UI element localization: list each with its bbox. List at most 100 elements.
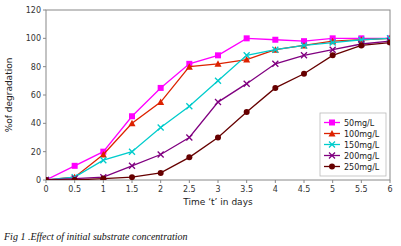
x-tick-label: 1: [101, 185, 106, 194]
x-tick: [390, 180, 391, 183]
series-line: [46, 38, 390, 180]
x-tick-label: 1.5: [126, 185, 139, 194]
x-tick: [304, 180, 305, 183]
data-point: [186, 135, 192, 141]
x-tick-label: 0: [43, 185, 48, 194]
legend-marker: [329, 142, 335, 148]
x-tick: [218, 180, 219, 183]
title: Fig 1 .Effect of initial substrate conce…: [3, 231, 188, 242]
data-point: [46, 177, 49, 180]
data-point: [129, 149, 135, 155]
x-tick-label: 2.5: [183, 185, 196, 194]
y-tick-label: 60: [31, 91, 41, 100]
legend-box: [320, 113, 386, 176]
x-tick-label: 5.5: [355, 185, 368, 194]
x-tick-label: 3.5: [240, 185, 253, 194]
data-point: [100, 157, 106, 163]
data-point: [244, 35, 250, 41]
data-point: [244, 109, 250, 115]
data-point: [301, 42, 307, 48]
x-tick-label: 5: [330, 185, 335, 194]
legend: 50mg/L 100mg/L 150mg/L 200mg/L 250mg/L: [320, 113, 386, 176]
data-point: [301, 71, 307, 77]
y-tick-label: 40: [31, 119, 41, 128]
data-point: [46, 177, 49, 180]
x-tick: [160, 180, 161, 183]
data-point: [215, 78, 221, 84]
data-point: [100, 151, 107, 158]
y-tick-label: 100: [26, 34, 41, 43]
data-point: [330, 40, 336, 46]
x-tick: [74, 180, 75, 183]
legend-marker: [329, 164, 335, 170]
x-tick: [189, 180, 190, 183]
legend-label: 200mg/L: [344, 152, 380, 161]
data-point: [158, 85, 164, 91]
data-point: [272, 61, 278, 67]
y-tick: [43, 66, 46, 67]
data-point: [186, 154, 192, 160]
data-point: [387, 40, 390, 46]
data-point: [301, 52, 307, 58]
x-tick: [103, 180, 104, 183]
y-tick-label: 20: [31, 148, 41, 157]
data-point: [215, 52, 221, 58]
data-point: [272, 37, 278, 43]
plot-frame: [46, 10, 390, 180]
x-tick: [361, 180, 362, 183]
data-point: [215, 60, 222, 67]
data-point: [215, 99, 221, 105]
y-tick-label: 0: [36, 176, 41, 185]
data-point: [215, 135, 221, 141]
data-point: [330, 52, 336, 58]
legend-label: 100mg/L: [344, 130, 380, 139]
data-point: [100, 176, 106, 180]
series-line: [46, 38, 390, 180]
data-point: [46, 177, 49, 180]
data-point: [72, 177, 78, 180]
legend-marker: [329, 120, 335, 126]
data-point: [129, 120, 136, 127]
data-point: [72, 163, 78, 169]
legend-label: 50mg/L: [344, 119, 375, 128]
data-point: [158, 125, 164, 131]
chart: 00.511.522.533.544.555.56020406080100120…: [0, 0, 401, 246]
legend-label: 150mg/L: [344, 141, 380, 150]
data-point: [157, 99, 164, 106]
x-tick-label: 3: [215, 185, 220, 194]
y-tick: [43, 95, 46, 96]
x-tick-label: 4: [273, 185, 278, 194]
data-point: [272, 47, 278, 53]
x-tick-label: 6: [387, 185, 392, 194]
series-line: [46, 43, 390, 180]
series-line: [46, 41, 390, 180]
y-tick: [43, 180, 46, 181]
y-tick: [43, 38, 46, 39]
data-point: [186, 103, 192, 109]
series-group: [46, 35, 390, 180]
y-tick-label: 80: [31, 63, 41, 72]
x-tick-label: 0.5: [68, 185, 81, 194]
y-axis-label: %of degradation: [4, 58, 14, 133]
legend-marker: [329, 130, 336, 137]
x-tick-label: 4.5: [298, 185, 311, 194]
x-tick: [275, 180, 276, 183]
x-tick: [332, 180, 333, 183]
data-point: [244, 81, 250, 87]
y-tick: [43, 10, 46, 11]
data-point: [129, 174, 135, 180]
data-point: [244, 52, 250, 58]
legend-label: 250mg/L: [344, 163, 380, 172]
x-tick: [246, 180, 247, 183]
y-tick: [43, 151, 46, 152]
y-tick-label: 120: [26, 6, 41, 15]
legend-marker: [329, 153, 335, 159]
y-tick: [43, 123, 46, 124]
data-point: [129, 113, 135, 119]
data-point: [358, 42, 364, 48]
data-point: [330, 47, 336, 53]
series-line: [46, 38, 390, 180]
data-point: [158, 152, 164, 158]
data-point: [272, 85, 278, 91]
x-tick: [132, 180, 133, 183]
